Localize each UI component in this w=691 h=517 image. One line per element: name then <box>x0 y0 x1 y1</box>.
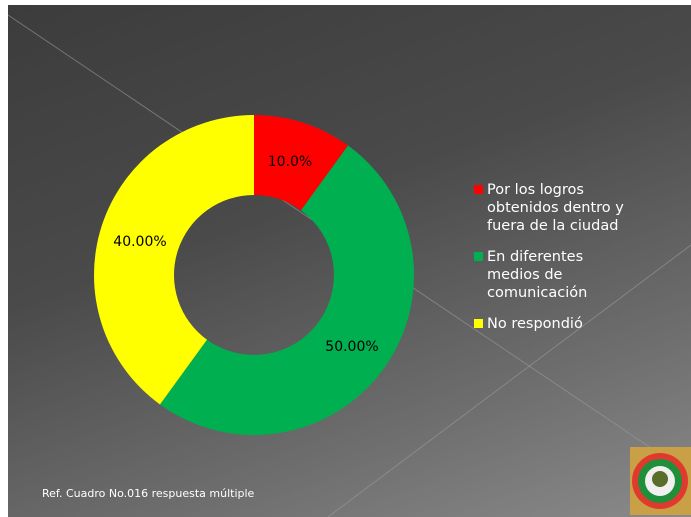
chart: 10.0% 50.00% 40.00% <box>8 14 691 517</box>
data-label: 50.00% <box>325 339 378 355</box>
legend-item: No respondió <box>474 315 634 333</box>
legend-item: Por los logros obtenidos dentro y fuera … <box>474 181 634 235</box>
logo <box>630 447 691 515</box>
legend-label: En diferentes medios de comunicación <box>487 249 588 301</box>
slide: 10.0% 50.00% 40.00% Por los logros obtenid… <box>8 5 691 517</box>
donut-segment <box>254 115 349 211</box>
donut-segment <box>94 115 254 405</box>
legend-swatch <box>474 319 483 328</box>
legend-swatch <box>474 185 483 194</box>
legend-swatch <box>474 252 483 261</box>
donut-segment <box>159 145 415 436</box>
data-label: 10.0% <box>268 154 312 170</box>
logo-emblem <box>652 471 668 487</box>
data-label: 40.00% <box>113 234 166 250</box>
decor-line <box>327 244 691 517</box>
legend-item: En diferentes medios de comunicación <box>474 248 634 302</box>
footnote: Ref. Cuadro No.016 respuesta múltiple <box>42 487 255 500</box>
legend-label: No respondió <box>487 316 583 332</box>
legend-label: Por los logros obtenidos dentro y fuera … <box>487 182 624 234</box>
